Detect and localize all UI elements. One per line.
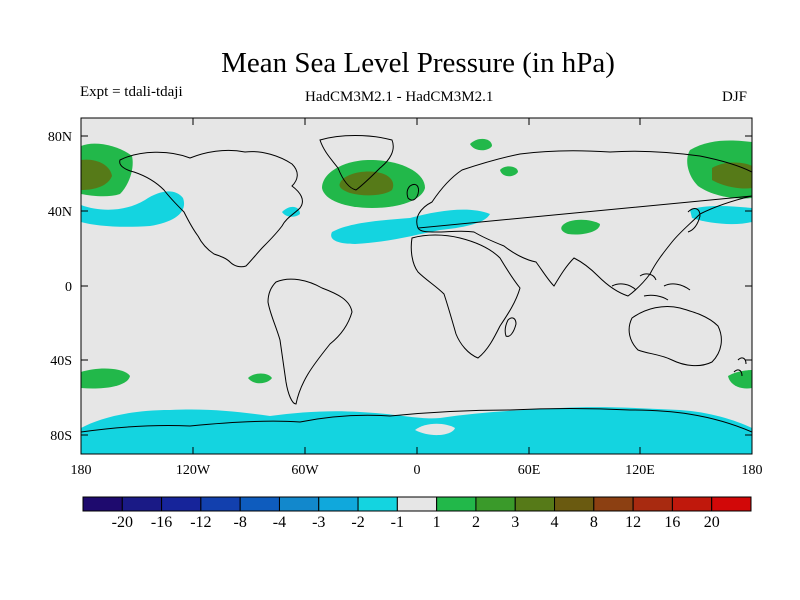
scandinavia-positive-region <box>470 138 492 151</box>
lat-label-0: 0 <box>65 280 72 295</box>
colorbar: -20 -16 -12 -8 -4 -3 -2 -1 1 2 3 4 8 12 16 20 <box>82 496 752 531</box>
experiment-label: Expt = tdali-tdaji <box>80 84 183 100</box>
colorbar-label: 1 <box>433 514 441 531</box>
maritime-continent-coast <box>611 273 691 301</box>
arctic-east-positive-core <box>712 162 752 189</box>
lat-label-80s: 80S <box>50 429 72 444</box>
japan-coast <box>687 208 701 233</box>
colorbar-label: -16 <box>151 514 172 531</box>
models-label: HadCM3M2.1 - HadCM3M2.1 <box>305 89 494 105</box>
australia-coast <box>628 305 722 367</box>
lon-label-120w: 120W <box>176 463 211 478</box>
lat-label-40n: 40N <box>48 205 72 220</box>
colorbar-label: -3 <box>312 514 325 531</box>
colorbar-label: 20 <box>704 514 720 531</box>
south-america-coast <box>267 278 353 405</box>
siberia-positive-region <box>500 166 518 177</box>
colorbar-label: -1 <box>391 514 404 531</box>
north-pacific-negative-region <box>81 191 185 227</box>
colorbar-swatch <box>318 496 359 512</box>
colorbar-swatch <box>278 496 320 512</box>
colorbar-label: -20 <box>112 514 133 531</box>
colorbar-swatch <box>436 496 477 512</box>
colorbar-label: 12 <box>625 514 641 531</box>
south-pacific-positive-region <box>81 368 130 389</box>
south-atlantic-positive-region <box>248 373 272 384</box>
colorbar-swatch <box>200 496 241 512</box>
colorbar-swatch <box>593 496 634 512</box>
lon-label-120e: 120E <box>625 463 655 478</box>
colorbar-swatch <box>632 496 673 512</box>
lon-label-60w: 60W <box>291 463 319 478</box>
colorbar-swatch <box>357 496 398 512</box>
antarctica-coast <box>81 408 752 433</box>
colorbar-label: -12 <box>190 514 211 531</box>
lat-label-40s: 40S <box>50 354 72 369</box>
colorbar-swatch <box>711 496 752 512</box>
west-pacific-negative-region <box>690 206 752 225</box>
colorbar-swatch <box>554 496 595 512</box>
atlantic-small-negative-region <box>282 206 300 217</box>
colorbar-swatch <box>475 496 516 512</box>
uk-coast <box>406 183 419 201</box>
axis-ticks <box>80 118 753 454</box>
lon-label-180w: 180 <box>71 463 92 478</box>
season-label: DJF <box>722 89 748 105</box>
colorbar-label: 16 <box>664 514 680 531</box>
colorbar-swatch <box>396 496 438 512</box>
lat-label-80n: 80N <box>48 130 72 145</box>
iceland-positive-core <box>339 171 394 196</box>
madagascar-coast <box>504 317 517 337</box>
greenland-coast <box>319 135 394 191</box>
map-title: Mean Sea Level Pressure (in hPa) <box>221 47 615 79</box>
colorbar-label: -4 <box>273 514 286 531</box>
colorbar-label: 8 <box>590 514 598 531</box>
colorbar-swatch <box>671 496 713 512</box>
central-asia-positive-region <box>561 219 600 235</box>
colorbar-label: 4 <box>551 514 559 531</box>
lon-label-180e: 180 <box>742 463 763 478</box>
map-background <box>81 118 752 454</box>
colorbar-label: -8 <box>234 514 247 531</box>
africa-coast <box>410 234 521 359</box>
colorbar-swatch <box>239 496 280 512</box>
colorbar-swatch <box>121 496 163 512</box>
north-america-coast <box>119 149 303 268</box>
eurasia-coast <box>416 150 752 297</box>
south-east-pacific-positive-region <box>728 370 752 389</box>
map-plot-area <box>81 118 752 454</box>
colorbar-label: -2 <box>351 514 364 531</box>
lon-label-0: 0 <box>414 463 421 478</box>
colorbar-swatch <box>514 496 556 512</box>
new-zealand-coast <box>733 357 747 377</box>
coastlines <box>81 135 752 433</box>
colorbar-swatch <box>82 496 123 512</box>
antarctic-grey-gap <box>415 423 455 436</box>
colorbar-label: 3 <box>511 514 519 531</box>
colorbar-label: 2 <box>472 514 480 531</box>
lon-label-60e: 60E <box>518 463 541 478</box>
north-atlantic-negative-region <box>331 209 490 244</box>
colorbar-swatch <box>161 496 202 512</box>
arctic-pacific-positive-core <box>81 159 112 190</box>
